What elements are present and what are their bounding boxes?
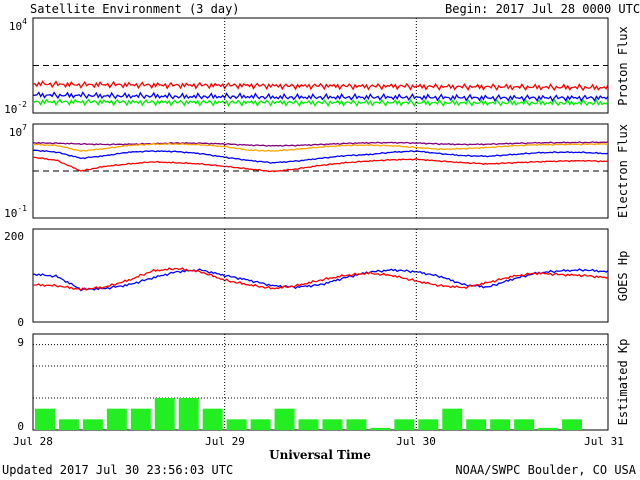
kp-ytick-bottom: 0 [17, 420, 24, 433]
credit-line: NOAA/SWPC Boulder, CO USA [455, 463, 636, 477]
electron-ylabel: Electron Flux [616, 124, 630, 218]
kp-bar [178, 398, 199, 430]
hp-frame [32, 228, 609, 323]
xtick-jul28: Jul 28 [13, 435, 53, 448]
proton-series-red [33, 80, 609, 92]
kp-bar [418, 419, 439, 430]
electron-ytick-bottom: 10-1 [4, 204, 27, 220]
kp-bar [490, 419, 511, 430]
electron-series-orange [33, 142, 609, 153]
kp-bar [514, 419, 535, 430]
begin-date: Begin: 2017 Jul 28 0000 UTC [445, 2, 640, 16]
hp-ylabel: GOES Hp [616, 251, 630, 302]
kp-frame [32, 333, 609, 431]
kp-bar [346, 419, 367, 430]
kp-bar [370, 427, 391, 430]
electron-series-purple [32, 141, 609, 147]
hp-series-red [33, 267, 609, 291]
electron-series-red [32, 156, 609, 173]
goes-hp-panel: 200 0 GOES Hp [4, 228, 630, 329]
kp-panel: 9 0 Estimated Kp [17, 333, 630, 433]
kp-bar [274, 408, 295, 430]
proton-flux-panel: 104 10-2 Proton Flux [4, 17, 630, 116]
proton-series-blue [32, 91, 609, 103]
electron-flux-panel: 107 10-1 Electron Flux [4, 123, 630, 220]
kp-ytick-top: 9 [17, 336, 24, 349]
chart-title: Satellite Environment (3 day) [30, 2, 240, 16]
kp-bar [226, 419, 247, 430]
xtick-jul29: Jul 29 [205, 435, 245, 448]
kp-bar [322, 419, 343, 430]
kp-bar [298, 419, 319, 430]
kp-bar [394, 419, 415, 430]
electron-ytick-top: 107 [9, 123, 27, 139]
kp-bar [562, 419, 583, 430]
kp-bar [58, 419, 79, 430]
kp-bar [82, 419, 103, 430]
kp-bar [202, 408, 223, 430]
proton-series-green [32, 98, 609, 107]
proton-ytick-top: 104 [9, 17, 27, 33]
kp-bar [35, 408, 55, 430]
proton-ytick-bottom: 10-2 [4, 100, 27, 116]
kp-bar [106, 408, 127, 430]
hp-ytick-bottom: 0 [17, 316, 24, 329]
kp-bar [250, 419, 271, 430]
electron-frame [32, 123, 609, 219]
kp-bar [130, 408, 151, 430]
updated-timestamp: Updated 2017 Jul 30 23:56:03 UTC [2, 463, 233, 477]
proton-frame [32, 17, 609, 114]
kp-bar [466, 419, 487, 430]
kp-ylabel: Estimated Kp [616, 339, 630, 426]
hp-ytick-top: 200 [4, 230, 24, 243]
kp-bar [154, 398, 175, 430]
kp-bar [538, 427, 559, 430]
x-axis-label: Universal Time [269, 448, 371, 462]
hp-series-blue [32, 268, 609, 292]
xtick-jul30: Jul 30 [396, 435, 436, 448]
kp-bar [442, 408, 463, 430]
proton-ylabel: Proton Flux [616, 26, 630, 105]
xtick-jul31: Jul 31 [584, 435, 624, 448]
electron-series-blue [32, 149, 609, 164]
